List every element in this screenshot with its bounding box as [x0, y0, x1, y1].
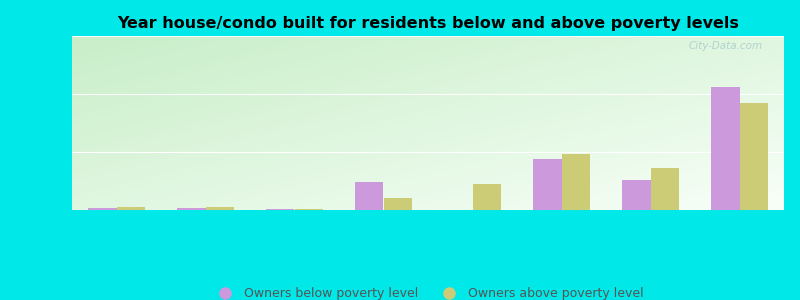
Bar: [739, 103, 768, 210]
Bar: [622, 180, 650, 210]
Bar: [383, 198, 412, 210]
Bar: [473, 184, 501, 210]
Bar: [533, 159, 562, 210]
Bar: [206, 206, 234, 210]
Bar: [562, 154, 590, 210]
Bar: [711, 87, 739, 210]
Bar: [177, 208, 206, 210]
Bar: [355, 182, 383, 210]
Bar: [88, 208, 117, 210]
Legend: Owners below poverty level, Owners above poverty level: Owners below poverty level, Owners above…: [207, 282, 649, 300]
Bar: [294, 209, 323, 210]
Bar: [650, 168, 679, 210]
Text: City-Data.com: City-Data.com: [689, 41, 762, 51]
Bar: [117, 206, 145, 210]
Bar: [266, 209, 294, 210]
Title: Year house/condo built for residents below and above poverty levels: Year house/condo built for residents bel…: [117, 16, 739, 31]
